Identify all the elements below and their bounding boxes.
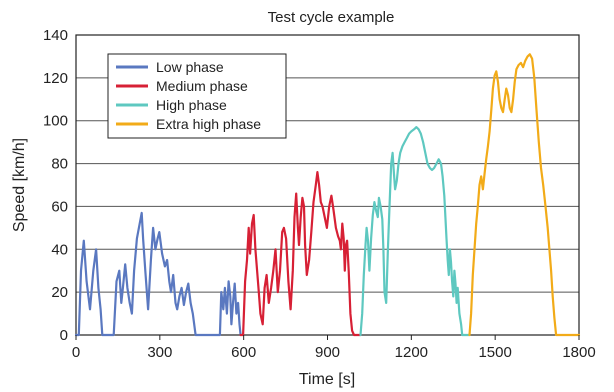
series-line-medium-phase <box>239 171 362 337</box>
y-tick-label: 140 <box>43 27 68 44</box>
y-tick-label: 60 <box>51 198 68 215</box>
chart-title: Test cycle example <box>268 9 395 26</box>
x-tick-label: 1800 <box>562 344 595 361</box>
legend-label: Medium phase <box>156 78 248 94</box>
x-tick-label: 0 <box>72 344 80 361</box>
x-tick-label: 1200 <box>395 344 428 361</box>
series-line-extra-high-phase <box>468 53 581 337</box>
x-axis-title: Time [s] <box>299 371 355 388</box>
x-axis-ticks: 0 300 600 900 1200 1500 1800 <box>72 335 596 361</box>
legend-entries: Low phase Medium phase High phase Extra hig… <box>116 59 261 132</box>
y-tick-label: 0 <box>60 327 68 344</box>
y-tick-label: 120 <box>43 70 68 87</box>
y-tick-label: 80 <box>51 156 68 173</box>
y-tick-label: 100 <box>43 113 68 130</box>
x-tick-label: 1500 <box>478 344 511 361</box>
x-tick-label: 900 <box>315 344 340 361</box>
legend-label: Extra high phase <box>156 116 261 132</box>
series-line-low-phase <box>74 211 242 337</box>
legend-label: Low phase <box>156 59 224 75</box>
legend: Low phase Medium phase High phase Extra hig… <box>107 53 287 139</box>
x-tick-label: 300 <box>147 344 172 361</box>
legend-label: High phase <box>156 97 227 113</box>
y-axis-ticks: 0 20 40 60 80 100 120 140 <box>43 27 68 344</box>
y-axis-title: Speed [km/h] <box>11 138 28 232</box>
x-tick-label: 600 <box>231 344 256 361</box>
y-tick-label: 20 <box>51 284 68 301</box>
series-group <box>74 53 581 337</box>
series-line-high-phase <box>359 125 471 337</box>
y-tick-label: 40 <box>51 241 68 258</box>
